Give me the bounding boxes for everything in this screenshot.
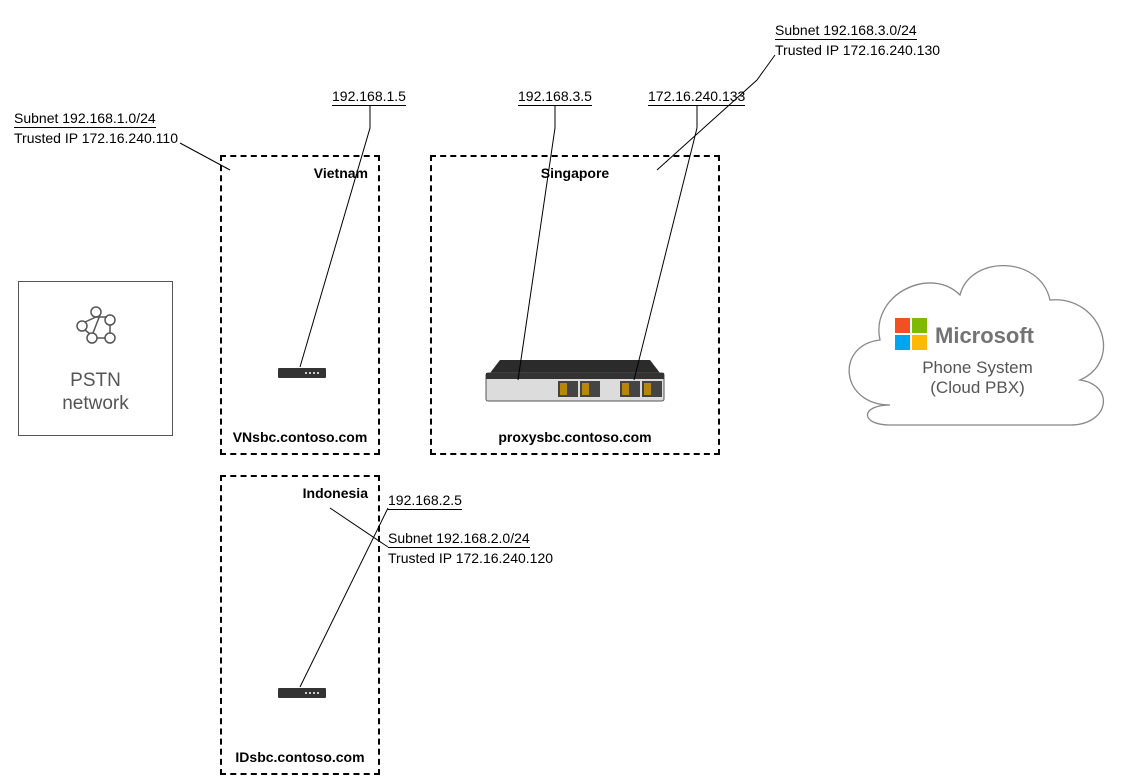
singapore-subnet-label: Subnet 192.168.3.0/24 [775, 22, 917, 40]
singapore-title: Singapore [432, 165, 718, 181]
vietnam-title: Vietnam [314, 165, 368, 181]
vietnam-box: Vietnam VNsbc.contoso.com [220, 155, 380, 455]
singapore-trusted-label: Trusted IP 172.16.240.130 [775, 42, 940, 58]
singapore-ip2-label: 172.16.240.133 [648, 88, 745, 106]
indonesia-subnet-label: Subnet 192.168.2.0/24 [388, 530, 530, 548]
indonesia-box: Indonesia IDsbc.contoso.com [220, 475, 380, 775]
singapore-footer: proxysbc.contoso.com [432, 429, 718, 445]
singapore-ip1-label: 192.168.3.5 [518, 88, 592, 106]
vietnam-trusted-label: Trusted IP 172.16.240.110 [14, 130, 178, 146]
indonesia-trusted-label: Trusted IP 172.16.240.120 [388, 550, 553, 566]
singapore-device-icon [480, 355, 670, 410]
microsoft-sub: Phone System (Cloud PBX) [895, 358, 1060, 399]
microsoft-brand: Microsoft [935, 323, 1034, 349]
indonesia-device-icon [278, 687, 326, 699]
vietnam-ip-label: 192.168.1.5 [332, 88, 406, 106]
vietnam-device-icon [278, 367, 326, 379]
cloud-sub2: (Cloud PBX) [930, 378, 1024, 397]
vietnam-subnet-label: Subnet 192.168.1.0/24 [14, 110, 156, 128]
pstn-label: PSTNnetwork [19, 370, 172, 416]
vietnam-footer: VNsbc.contoso.com [222, 429, 378, 445]
indonesia-title: Indonesia [303, 485, 368, 501]
microsoft-logo-icon [895, 318, 929, 357]
pstn-icon [19, 300, 172, 357]
indonesia-ip-label: 192.168.2.5 [388, 492, 462, 510]
indonesia-footer: IDsbc.contoso.com [222, 749, 378, 765]
cloud-sub1: Phone System [922, 358, 1033, 377]
pstn-box: PSTNnetwork [18, 281, 173, 436]
